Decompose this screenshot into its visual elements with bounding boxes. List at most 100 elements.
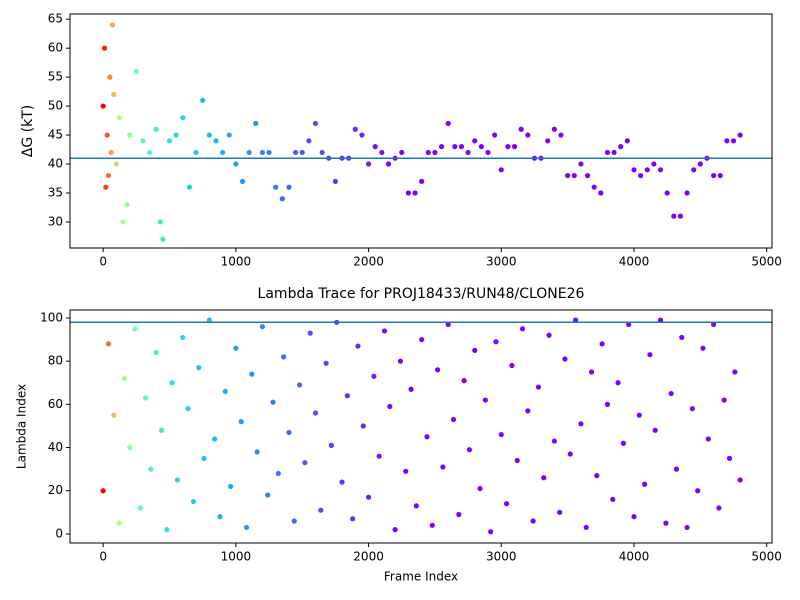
- point: [166, 138, 173, 144]
- point: [615, 380, 621, 386]
- y-tick-label: 50: [48, 99, 63, 113]
- point: [535, 384, 542, 390]
- point: [217, 514, 223, 520]
- point: [425, 149, 431, 156]
- y-tick-label: 60: [48, 41, 63, 55]
- point: [450, 416, 457, 423]
- point: [518, 126, 524, 132]
- y-tick-label: 55: [48, 70, 63, 84]
- point: [458, 144, 465, 150]
- x-tick-label: 2000: [353, 255, 384, 269]
- point: [677, 213, 684, 219]
- point: [206, 317, 212, 323]
- x-tick-label: 0: [99, 255, 107, 269]
- point: [456, 511, 462, 518]
- point: [312, 410, 319, 416]
- point: [180, 334, 186, 341]
- point: [530, 518, 536, 524]
- point: [365, 494, 372, 500]
- point: [572, 317, 579, 323]
- point: [461, 378, 467, 384]
- y-tick-label: 40: [48, 440, 63, 454]
- point: [259, 149, 266, 156]
- point: [562, 356, 568, 362]
- point: [100, 488, 106, 494]
- point: [631, 514, 637, 520]
- point: [100, 103, 106, 109]
- point: [328, 442, 335, 448]
- x-tick-label: 3000: [486, 550, 517, 564]
- point: [519, 326, 526, 332]
- point: [525, 132, 531, 138]
- point: [143, 395, 149, 401]
- point: [611, 149, 617, 156]
- point: [505, 144, 511, 150]
- point: [371, 373, 377, 379]
- point: [610, 496, 616, 502]
- point: [716, 505, 722, 511]
- point: [721, 397, 727, 403]
- point: [679, 334, 685, 341]
- point: [339, 479, 345, 485]
- point: [213, 138, 219, 144]
- point: [193, 149, 199, 156]
- y-tick-label: 80: [48, 354, 63, 368]
- point: [148, 466, 154, 472]
- y-tick-label: 65: [48, 12, 63, 26]
- point: [279, 196, 285, 202]
- point: [220, 149, 226, 156]
- point: [299, 149, 305, 156]
- point: [440, 464, 446, 470]
- point: [691, 167, 697, 173]
- point: [478, 144, 484, 150]
- point: [344, 393, 350, 399]
- point: [109, 22, 116, 28]
- x-axis-label: Frame Index: [384, 570, 458, 584]
- point: [689, 406, 695, 412]
- point: [281, 354, 287, 360]
- point: [103, 184, 109, 190]
- x-tick-label: 3000: [486, 255, 517, 269]
- point: [372, 144, 378, 150]
- point: [350, 516, 356, 522]
- point: [724, 138, 730, 144]
- point: [174, 477, 181, 483]
- point: [711, 172, 717, 179]
- point: [737, 477, 743, 483]
- axes-frame: [69, 13, 773, 249]
- point: [652, 427, 658, 433]
- point: [578, 161, 584, 167]
- x-tick-label: 4000: [619, 255, 650, 269]
- point: [644, 167, 650, 173]
- point: [419, 336, 425, 343]
- point: [498, 167, 504, 173]
- point: [238, 419, 244, 425]
- point: [108, 149, 114, 156]
- point: [565, 172, 571, 179]
- point: [695, 488, 701, 494]
- point: [226, 132, 232, 138]
- point: [355, 343, 361, 349]
- point: [624, 138, 630, 144]
- point: [286, 184, 292, 190]
- point: [671, 213, 677, 219]
- x-tick-label: 5000: [751, 550, 782, 564]
- point: [438, 144, 445, 150]
- point: [164, 527, 170, 533]
- point: [302, 460, 308, 466]
- x-tick-label: 1000: [221, 255, 252, 269]
- point: [157, 219, 163, 225]
- point: [186, 184, 193, 190]
- point: [318, 507, 324, 513]
- point: [488, 529, 494, 535]
- point: [657, 167, 664, 173]
- point: [259, 324, 266, 330]
- point: [127, 444, 133, 451]
- point: [169, 380, 175, 386]
- point: [399, 149, 405, 156]
- x-tick-label: 5000: [751, 255, 782, 269]
- point: [113, 161, 120, 167]
- point: [604, 149, 611, 156]
- point: [296, 382, 303, 388]
